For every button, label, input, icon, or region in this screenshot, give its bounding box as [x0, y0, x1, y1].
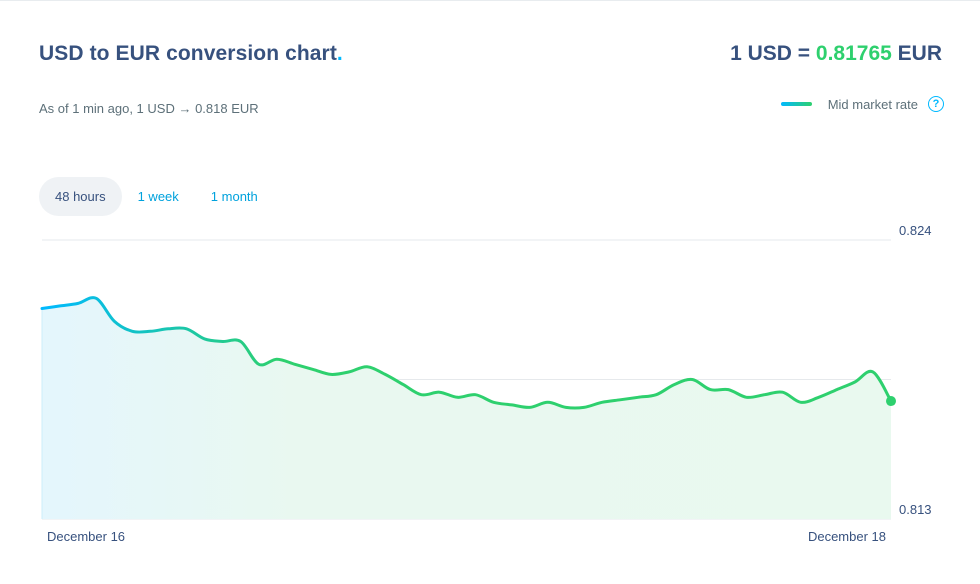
- y-tick-label-min: 0.813: [899, 502, 932, 517]
- top-divider: [0, 0, 980, 1]
- legend-line-swatch: [780, 102, 812, 106]
- time-range-tabs: 48 hours 1 week 1 month: [39, 177, 274, 216]
- tab-1-month[interactable]: 1 month: [210, 189, 258, 204]
- page-title-text: USD to EUR conversion chart: [39, 42, 337, 65]
- page-title: USD to EUR conversion chart.: [39, 42, 343, 66]
- tab-1-week[interactable]: 1 week: [137, 189, 179, 204]
- current-rate: 1 USD = 0.81765 EUR: [730, 42, 942, 66]
- tab-48-hours[interactable]: 48 hours: [39, 177, 122, 216]
- series-area-fill: [42, 297, 891, 519]
- rate-value: 0.81765: [815, 42, 892, 65]
- rate-suffix: EUR: [891, 42, 942, 65]
- series-line: [40, 296, 893, 410]
- x-tick-label-end: December 18: [808, 529, 886, 544]
- chart-legend: Mid market rate ?: [780, 96, 944, 112]
- legend-label: Mid market rate: [827, 96, 918, 112]
- latest-rate-point: [886, 396, 896, 407]
- as-of-text: As of 1 min ago, 1 USD → 0.818 EUR: [39, 101, 259, 116]
- x-tick-label-start: December 16: [47, 529, 125, 544]
- help-icon[interactable]: ?: [928, 96, 944, 112]
- y-tick-label-max: 0.824: [899, 223, 932, 238]
- rate-prefix: 1 USD =: [730, 42, 816, 65]
- page-title-dot: .: [336, 42, 343, 65]
